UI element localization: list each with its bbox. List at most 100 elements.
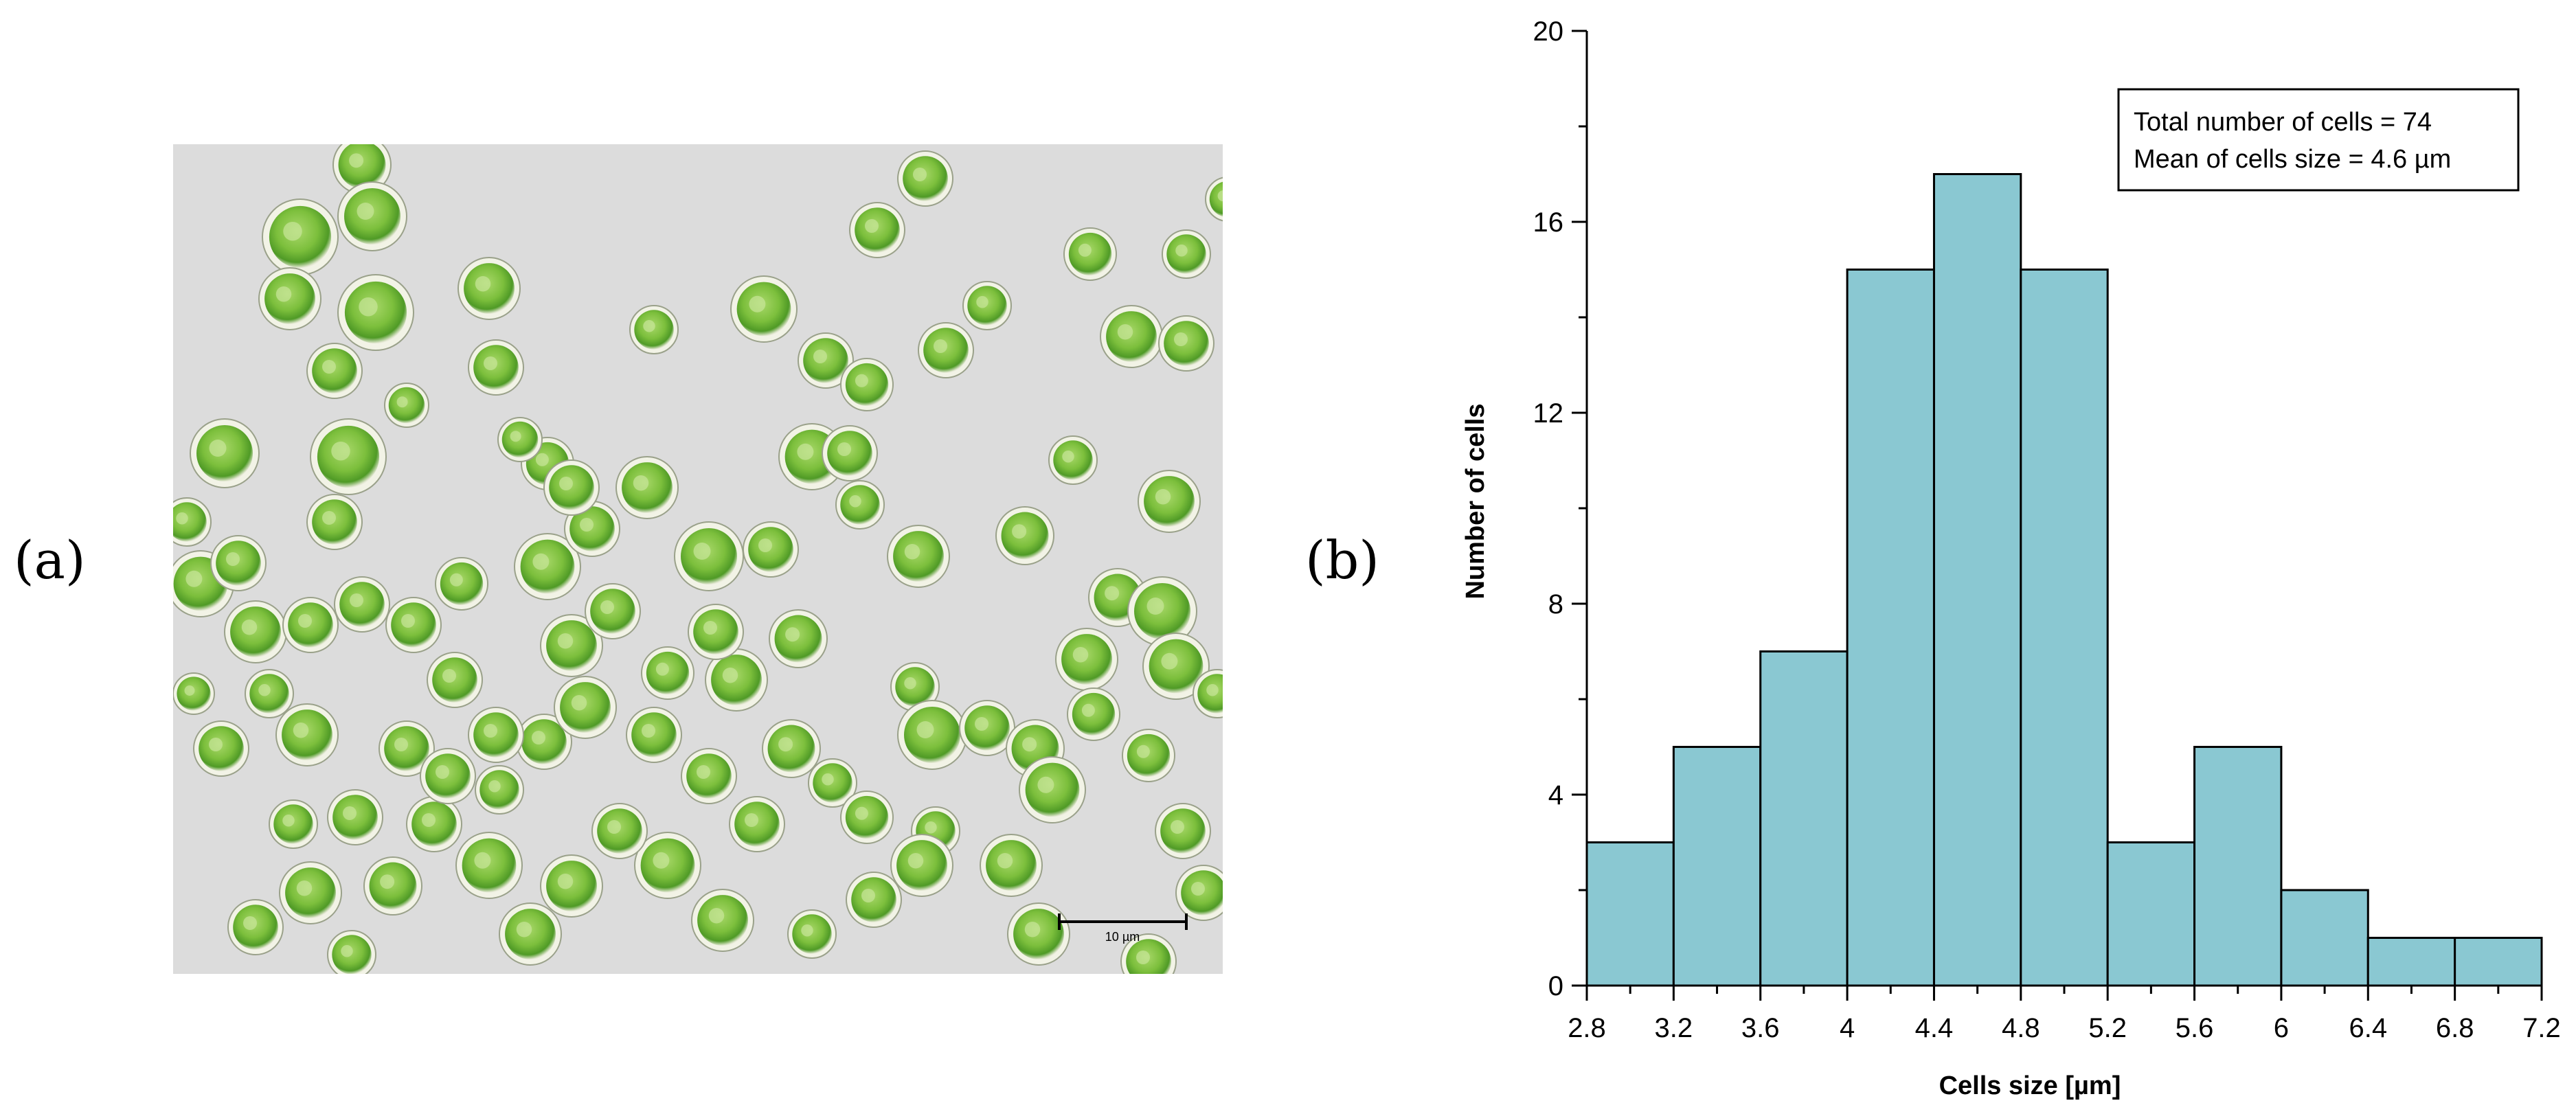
algae-cell (306, 343, 363, 399)
scale-bar-label: 10 µm (1105, 930, 1140, 944)
algae-cell (262, 198, 339, 275)
algae-cell (193, 720, 249, 777)
algae-cell (962, 281, 1012, 330)
algae-cell (227, 899, 284, 955)
histogram-bar (2193, 746, 2283, 987)
algae-cell (1055, 628, 1118, 691)
algae-cell (190, 418, 260, 488)
algae-cell (468, 339, 524, 396)
algae-cell (1122, 729, 1175, 782)
algae-cell (681, 748, 737, 804)
histogram-bar (1759, 650, 1849, 987)
algae-cell (379, 720, 435, 777)
y-tick-label: 0 (1548, 971, 1563, 1001)
algae-cell (626, 707, 682, 763)
algae-cell (674, 521, 744, 591)
x-tick-label: 2.8 (1568, 1013, 1606, 1043)
axes: 0 4 8 12 16 20 2.8 3.2 3.6 4 4.4 4.8 5.2 5.6 6 6.4 6.8 7.… (1533, 16, 2561, 1043)
algae-cell (554, 676, 617, 739)
histogram-bars (1585, 173, 2543, 987)
y-tick-label: 12 (1533, 398, 1564, 429)
micrograph-image: 10 µm (173, 144, 1223, 974)
algae-cell (406, 796, 462, 852)
algae-cell (591, 803, 648, 859)
algae-cell (1048, 435, 1098, 485)
histogram-chart: 0 4 8 12 16 20 2.8 3.2 3.6 4 4.4 4.8 5.2 5.6 6 6.4 6.8 7.… (1429, 0, 2576, 1114)
x-tick-label: 3.6 (1741, 1013, 1780, 1043)
algae-cell (332, 144, 392, 194)
algae-cell (514, 533, 581, 600)
y-axis-title: Number of cells (1461, 403, 1490, 599)
histogram-bar (2366, 937, 2456, 987)
histogram-bar (1585, 841, 1675, 987)
algae-cell (897, 700, 967, 770)
algae-cell (762, 719, 821, 778)
algae-cell (279, 861, 342, 924)
algae-cell (1162, 229, 1211, 279)
algae-cell (688, 604, 744, 660)
algae-cell (499, 902, 562, 966)
y-tick-label: 20 (1533, 16, 1564, 47)
algae-cell (887, 525, 950, 588)
histogram-bar (2106, 841, 2196, 987)
algae-cell (897, 150, 953, 207)
x-tick-label: 5.2 (2088, 1013, 2127, 1043)
algae-cell (840, 791, 894, 844)
legend-total-cells: Total number of cells = 74 (2134, 108, 2432, 137)
algae-cell (543, 459, 600, 516)
algae-cell (385, 597, 442, 653)
algae-cell (173, 672, 215, 715)
algae-cell (1063, 227, 1117, 281)
algae-cell (363, 856, 422, 916)
algae-cell (245, 669, 294, 718)
algae-cell (729, 796, 785, 852)
histogram-svg: 0 4 8 12 16 20 2.8 3.2 3.6 4 4.4 4.8 5.2 5.6 6 6.4 6.8 7.… (1461, 16, 2561, 1100)
algae-cell (798, 332, 854, 389)
algae-cell (585, 583, 641, 639)
algae-cell (890, 834, 953, 897)
algae-cell (995, 506, 1054, 565)
algae-cell (275, 703, 339, 766)
algae-cell (1158, 315, 1214, 372)
histogram-bar (1932, 173, 2022, 987)
algae-cell (540, 854, 603, 918)
algae-cell (787, 909, 837, 959)
algae-cell (1142, 633, 1210, 700)
x-tick-label: 4.4 (1915, 1013, 1954, 1043)
micrograph-canvas: 10 µm (173, 144, 1223, 974)
x-tick-label: 6.8 (2436, 1013, 2474, 1043)
x-tick-label: 4.8 (2002, 1013, 2040, 1043)
algae-cell (210, 535, 267, 591)
legend-frame (2117, 88, 2520, 192)
panel-label-b: (b) (1305, 530, 1379, 591)
histogram-bar (1672, 746, 1762, 987)
x-tick-label: 5.6 (2176, 1013, 2214, 1043)
algae-cell (822, 425, 878, 481)
legend-mean-size: Mean of cells size = 4.6 µm (2134, 145, 2451, 174)
algae-cell (173, 497, 212, 547)
histogram-bar (2020, 269, 2109, 987)
algae-cell (269, 799, 318, 849)
algae-cell (1193, 669, 1223, 718)
algae-cell (1138, 470, 1201, 533)
algae-cell (282, 597, 339, 653)
algae-cell (835, 480, 885, 530)
algae-cell (258, 267, 321, 330)
algae-cell (629, 305, 679, 354)
x-axis-title: Cells size [µm] (1939, 1071, 2121, 1100)
algae-cell (435, 557, 488, 611)
algae-cell (959, 700, 1015, 756)
legend-box: Total number of cells = 74 Mean of cells… (2117, 88, 2520, 192)
x-tick-label: 6.4 (2349, 1013, 2387, 1043)
algae-cell (455, 832, 523, 899)
algae-cells (173, 144, 1223, 974)
x-tick-label: 4 (1840, 1013, 1855, 1043)
algae-cell (641, 646, 694, 700)
x-tick-label: 6 (2274, 1013, 2289, 1043)
algae-cell (808, 758, 857, 808)
algae-cell (497, 417, 543, 462)
algae-cell (1120, 933, 1177, 974)
algae-cell (337, 274, 414, 351)
y-tick-label: 8 (1548, 589, 1563, 619)
algae-cell (327, 789, 383, 845)
